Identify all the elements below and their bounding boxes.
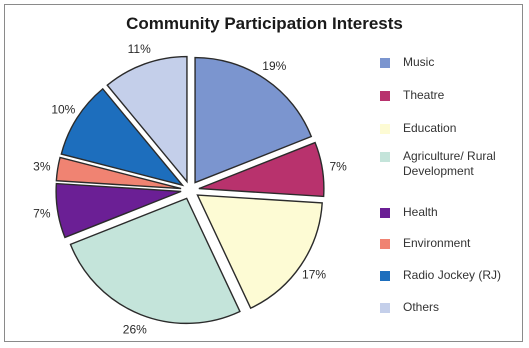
legend-label: Environment <box>403 236 471 250</box>
legend-swatch <box>380 124 390 134</box>
slice-value-label: 19% <box>262 59 286 73</box>
legend-swatch <box>380 208 390 218</box>
legend-label: Health <box>403 205 438 219</box>
legend-label: Radio Jockey (RJ) <box>403 268 502 282</box>
slice-value-label: 11% <box>128 42 151 56</box>
pie-slice-4 <box>69 197 241 325</box>
slice-value-label: 10% <box>51 103 75 117</box>
legend-label: Others <box>403 300 440 314</box>
pie-slice-2 <box>198 141 325 198</box>
legend-label: Education <box>403 121 457 135</box>
pie-slice-1 <box>194 56 313 184</box>
legend-label: Music <box>403 55 435 69</box>
slice-value-label: 7% <box>329 160 347 174</box>
slice-value-label: 17% <box>302 267 326 281</box>
pie-slice-6 <box>55 156 182 190</box>
slice-value-label: 3% <box>33 160 51 174</box>
legend-swatch <box>380 271 390 281</box>
chart-title: Community Participation Interests <box>126 14 403 33</box>
legend-swatch <box>380 58 390 68</box>
pie-slice-8 <box>106 55 188 184</box>
legend-label: Agriculture/ Rural Development <box>403 149 496 178</box>
legend-swatch <box>380 91 390 101</box>
slice-value-label: 26% <box>123 322 147 336</box>
legend-swatch <box>380 239 390 249</box>
legend-swatch <box>380 303 390 313</box>
slice-value-label: 7% <box>33 206 51 220</box>
legend-label: Theatre <box>403 88 445 102</box>
legend-swatch <box>380 152 390 162</box>
pie-slice-5 <box>55 182 182 239</box>
pie-slice-3 <box>196 194 323 310</box>
pie-slice-7 <box>60 87 185 187</box>
